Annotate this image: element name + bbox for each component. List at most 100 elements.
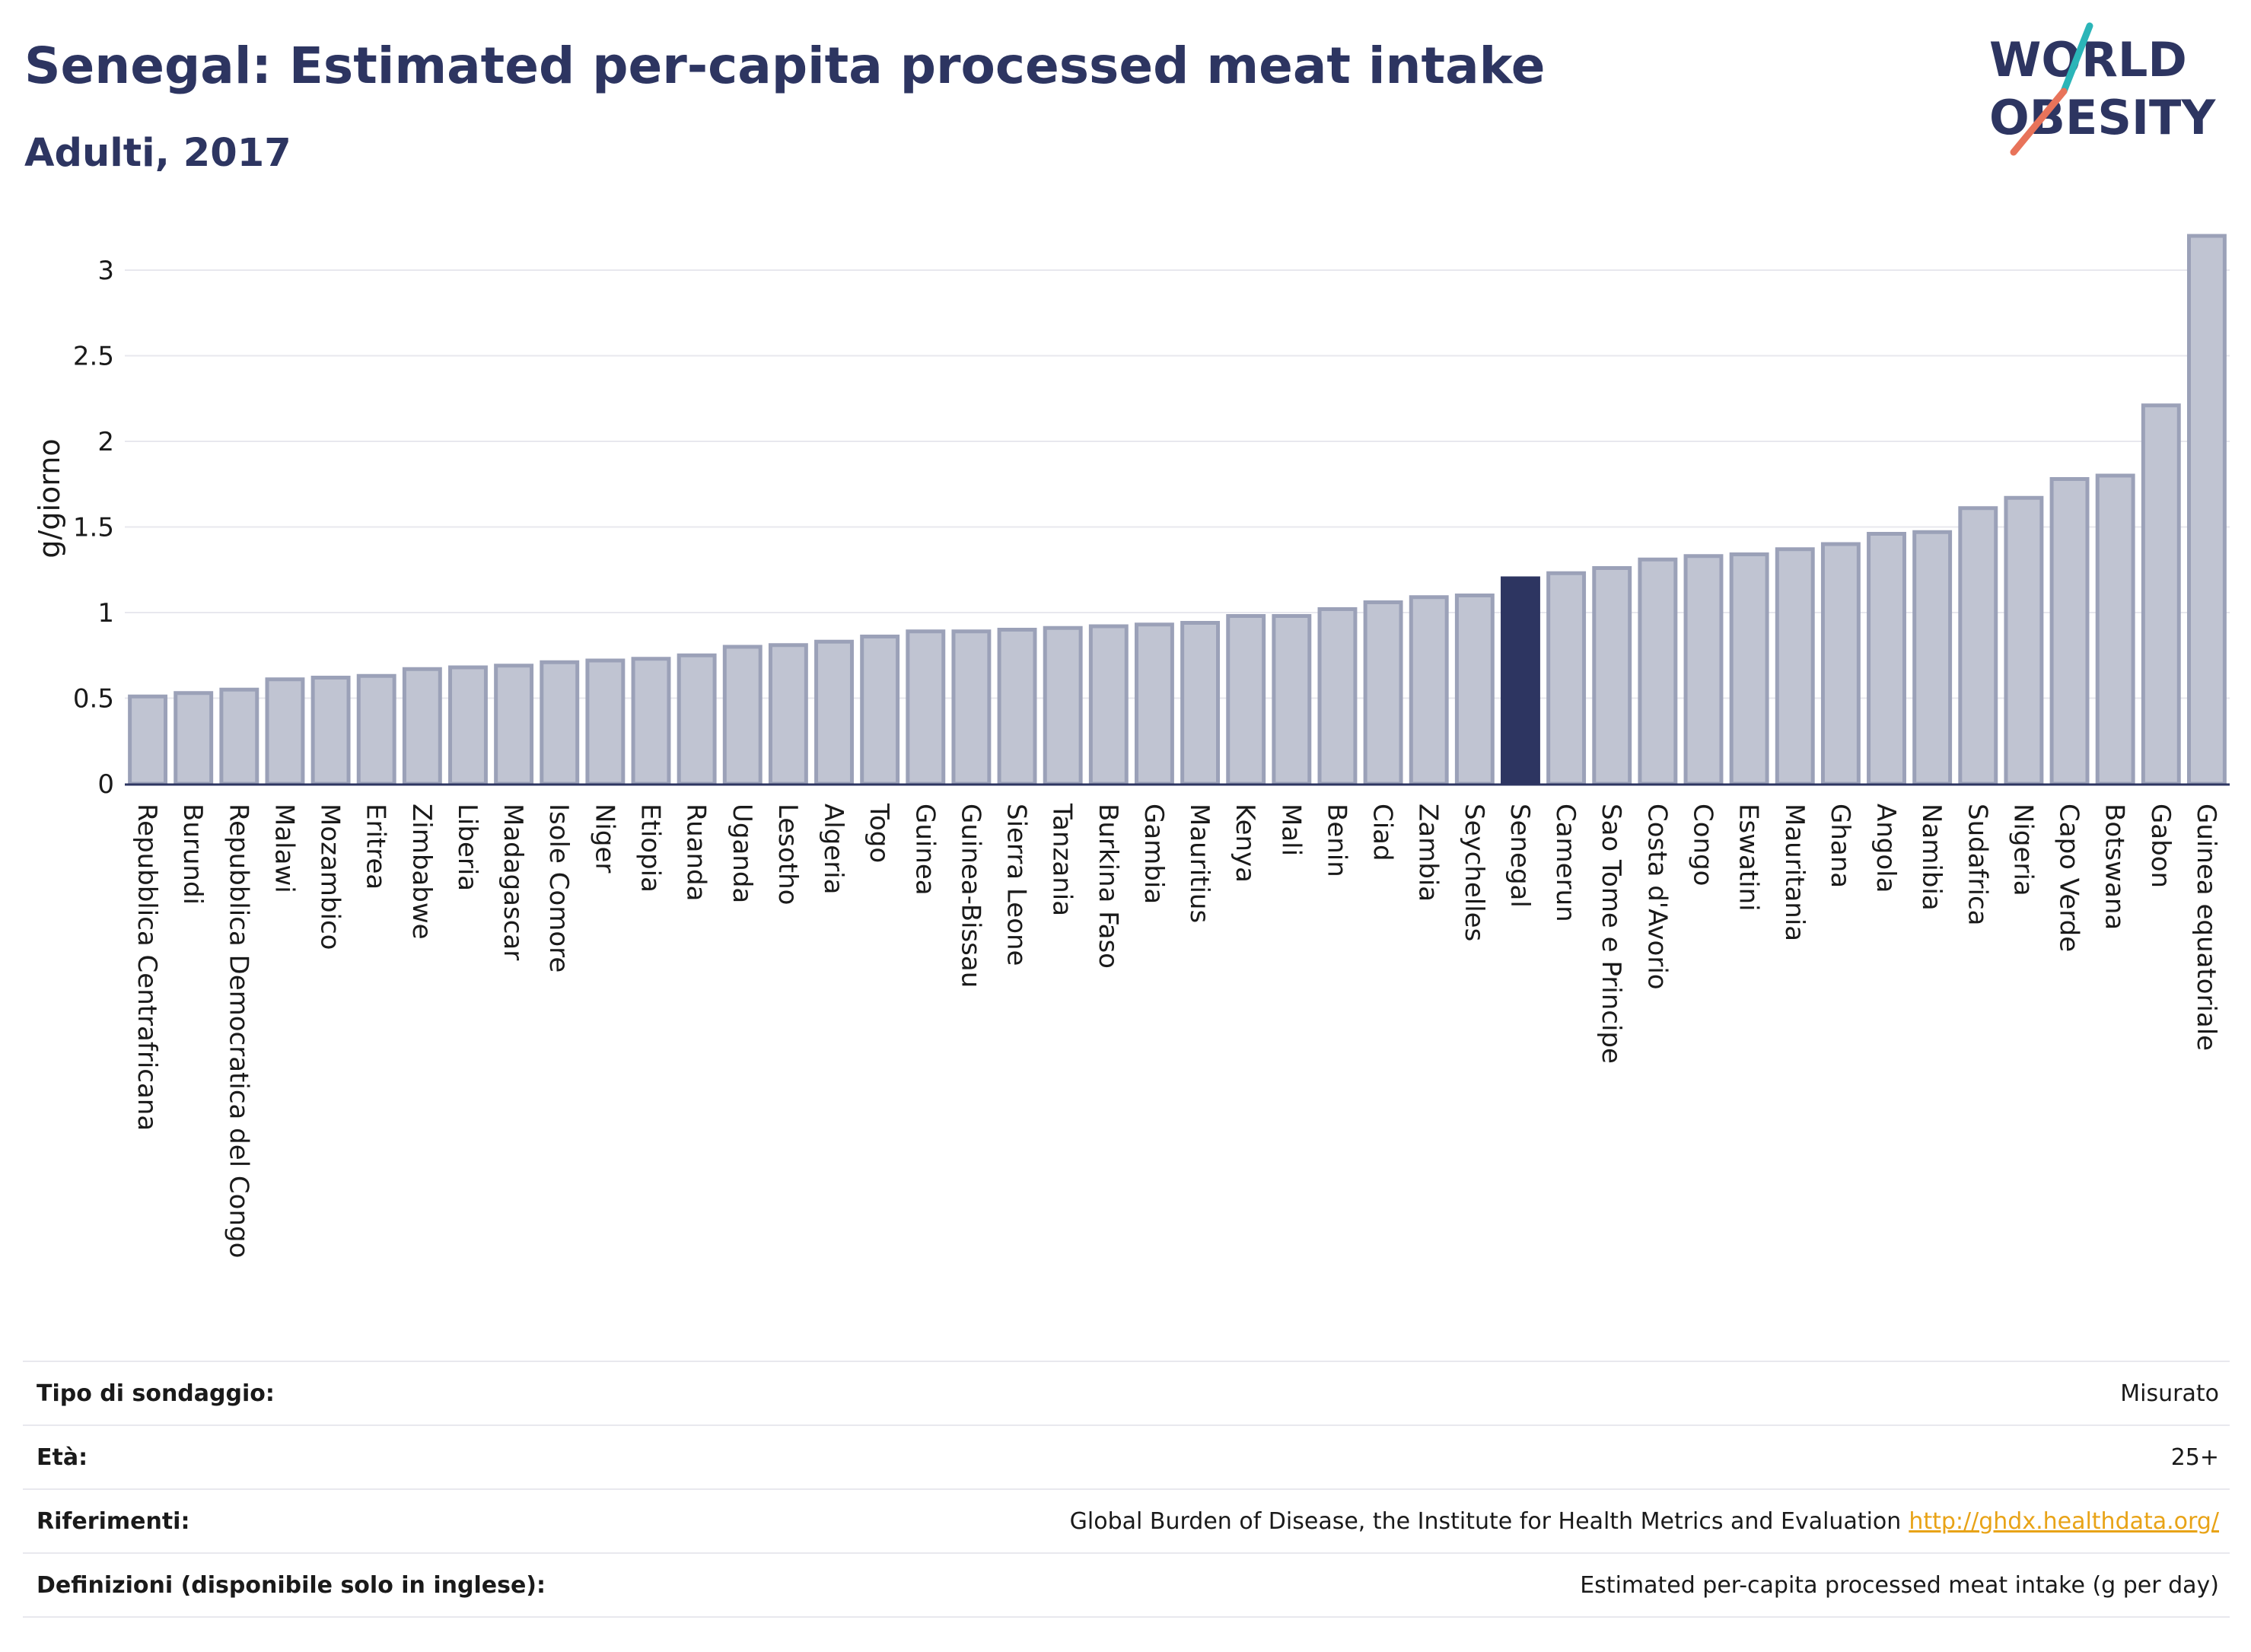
bar-angola [1867,532,1906,786]
x-tick-label: Gambia [1138,804,1169,904]
logo-word-world: WORLD [1989,32,2187,88]
bar-seychelles [1454,594,1495,786]
bar-burundi [174,691,214,786]
y-tick-label: 1.5 [73,513,114,543]
chart-subtitle: Adulti, 2017 [24,131,291,176]
x-tick-label: Camerun [1550,804,1581,922]
x-tick-label: Gabon [2145,804,2176,888]
bar-lesotho [768,643,808,786]
bar-togo [860,635,900,786]
x-axis-labels: Repubblica Centrafricana Burundi Repubblic… [132,803,2221,1258]
bar-uganda [722,645,763,786]
x-tick-label: Algeria [818,804,849,894]
logo-slash-coral [2010,88,2068,156]
y-axis-ticks: 0 0.5 1 1.5 2 2.5 3 [73,256,114,800]
world-obesity-logo: WORLD OBESITY [1989,22,2216,156]
bar-ghana [1820,542,1861,786]
bar-ruanda [677,653,717,786]
metadata-table: Tipo di sondaggio: Misurato Età: 25+ Rif… [23,1361,2230,1618]
bar-eritrea [356,673,396,786]
y-axis-title: g/giorno [33,438,66,558]
y-tick-label: 1 [97,598,114,629]
bar-niger [585,658,626,786]
x-tick-label: Congo [1688,804,1718,886]
bar-botswana [2095,473,2135,786]
x-tick-label: Madagascar [498,804,528,960]
bar-mauritius [1180,621,1221,786]
bar-isole-comore [540,660,580,786]
y-tick-label: 0.5 [73,684,114,715]
bar-sudafrica [1958,506,1998,786]
x-tick-label: Repubblica Centrafricana [132,804,162,1131]
x-tick-label: Mozambico [315,804,345,950]
bar-repubblica-centrafricana [128,694,168,786]
bar-chart: 0 0.5 1 1.5 2 2.5 3 Repubblica Centrafricana Bu… [33,234,2230,1258]
x-tick-label: Niger [589,804,619,873]
x-tick-label: Eswatini [1734,804,1764,912]
metadata-row-age: Età: 25+ [23,1424,2230,1488]
bar-malawi [265,677,305,786]
x-tick-label: Ruanda [681,804,712,901]
survey-type-value: Misurato [2120,1380,2219,1407]
x-tick-label: Ghana [1825,804,1855,888]
y-tick-label: 0 [97,769,114,800]
x-tick-label: Sudafrica [1962,804,1992,925]
x-tick-label: Sierra Leone [1001,804,1032,966]
x-tick-label: Liberia [452,804,482,891]
logo-slash-teal [2060,22,2093,95]
x-tick-label: Burkina Faso [1093,804,1123,969]
bar-benin [1317,607,1358,786]
x-tick-label: Guinea equatoriale [2191,804,2221,1051]
bar-congo [1683,554,1724,786]
x-tick-label: Zimbabwe [406,804,437,940]
bar-sao-tome-e-principe [1592,566,1632,786]
x-tick-label: Togo [864,803,894,863]
x-tick-label: Mauritania [1779,804,1810,941]
bar-senegal [1501,576,1540,786]
x-tick-label: Eritrea [361,804,391,890]
bar-guinea [906,629,946,786]
x-tick-label: Uganda [727,804,757,903]
bar-madagascar [494,664,534,786]
references-label: Riferimenti: [37,1507,190,1535]
bar-tanzania [1043,625,1083,786]
bar-zambia [1409,595,1449,786]
x-tick-label: Seychelles [1459,804,1489,941]
bar-repubblica-democratica-del-congo [219,687,259,786]
y-tick-label: 2.5 [73,342,114,372]
bar-ciad [1363,600,1403,786]
x-tick-label: Kenya [1230,804,1260,883]
bar-capo-verde [2049,477,2090,786]
survey-type-label: Tipo di sondaggio: [37,1380,275,1407]
x-tick-label: Etiopia [635,804,666,893]
x-tick-label: Guinea [909,804,940,896]
age-value: 25+ [2170,1444,2219,1471]
metadata-row-survey-type: Tipo di sondaggio: Misurato [23,1361,2230,1424]
x-tick-label: Senegal [1504,804,1535,908]
y-tick-label: 2 [97,427,114,457]
definitions-value: Estimated per-capita processed meat inta… [1580,1571,2219,1599]
x-tick-label: Tanzania [1047,803,1078,916]
y-tick-label: 3 [97,256,114,286]
bar-etiopia [631,657,671,786]
age-label: Età: [37,1444,88,1471]
x-tick-label: Malawi [269,804,299,893]
references-link[interactable]: http://ghdx.healthdata.org/ [1909,1507,2219,1535]
x-tick-label: Sao Tome e Principe [1596,804,1626,1064]
references-text: Global Burden of Disease, the Institute … [1069,1507,1902,1535]
x-tick-label: Costa d'Avorio [1641,804,1672,990]
bar-costa-d-avorio [1638,557,1678,786]
x-tick-label: Ciad [1367,804,1398,861]
bar-guinea-bissau [951,629,992,786]
definitions-label: Definizioni (disponibile solo in inglese… [37,1571,546,1599]
bar-mauritania [1775,547,1815,786]
x-tick-label: Mauritius [1184,804,1215,923]
bar-sierra-leone [997,628,1037,786]
bar-eswatini [1729,552,1769,786]
bar-namibia [1912,530,1953,786]
x-tick-label: Capo Verde [2054,804,2084,952]
x-tick-label: Zambia [1413,804,1444,902]
bar-liberia [448,665,488,786]
x-tick-label: Guinea-Bissau [955,804,985,988]
x-tick-label: Namibia [1916,804,1947,911]
